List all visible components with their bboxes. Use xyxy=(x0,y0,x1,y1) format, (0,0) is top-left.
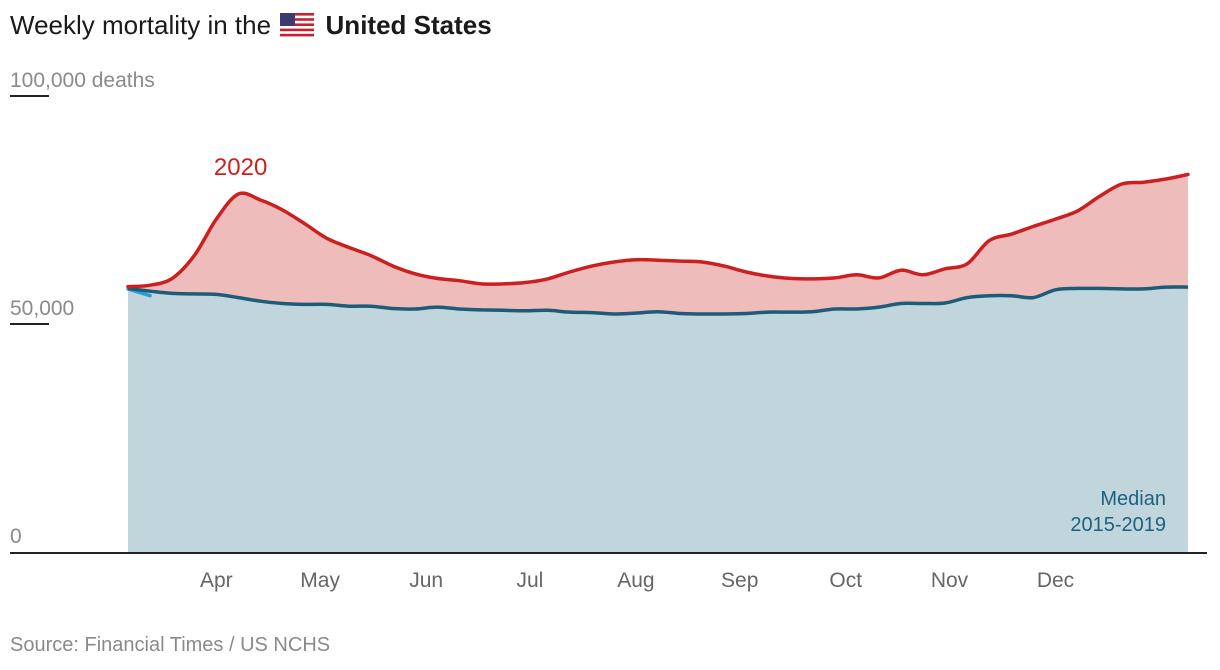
x-tick-label: Dec xyxy=(1037,569,1074,592)
x-tick-label: Jun xyxy=(409,569,443,592)
x-tick-label: Jul xyxy=(516,569,543,592)
baseline-area xyxy=(128,286,1188,552)
y-axis: 100,000 deaths 50,000 0 xyxy=(10,69,155,548)
label-median-line: Median xyxy=(1100,488,1166,510)
title-country: United States xyxy=(325,10,492,40)
x-axis: Apr May Jun Jul Aug Sep Oct Nov Dec xyxy=(200,569,1074,592)
line-2020 xyxy=(126,172,1190,289)
x-tick-label: Sep xyxy=(721,569,758,592)
label-median: Median 2015-2019 xyxy=(1070,488,1166,536)
y-tick-label: 0 xyxy=(10,525,22,548)
title-prefix: Weekly mortality in the xyxy=(10,10,272,40)
x-tick-label: May xyxy=(300,569,340,592)
chart-title: Weekly mortality in the United States xyxy=(10,10,492,41)
y-tick-label: 100,000 deaths xyxy=(10,69,155,92)
us-flag-icon xyxy=(280,13,315,37)
label-median-line: 2015-2019 xyxy=(1070,514,1166,536)
x-tick-label: Nov xyxy=(931,569,969,592)
x-tick-label: Apr xyxy=(200,569,233,592)
x-tick-label: Aug xyxy=(617,569,654,592)
source-note: Source: Financial Times / US NCHS xyxy=(10,634,331,656)
y-tick-label: 50,000 xyxy=(10,297,74,320)
x-tick-label: Oct xyxy=(829,569,862,592)
label-2020: 2020 xyxy=(214,154,267,181)
line-median xyxy=(127,285,1189,316)
